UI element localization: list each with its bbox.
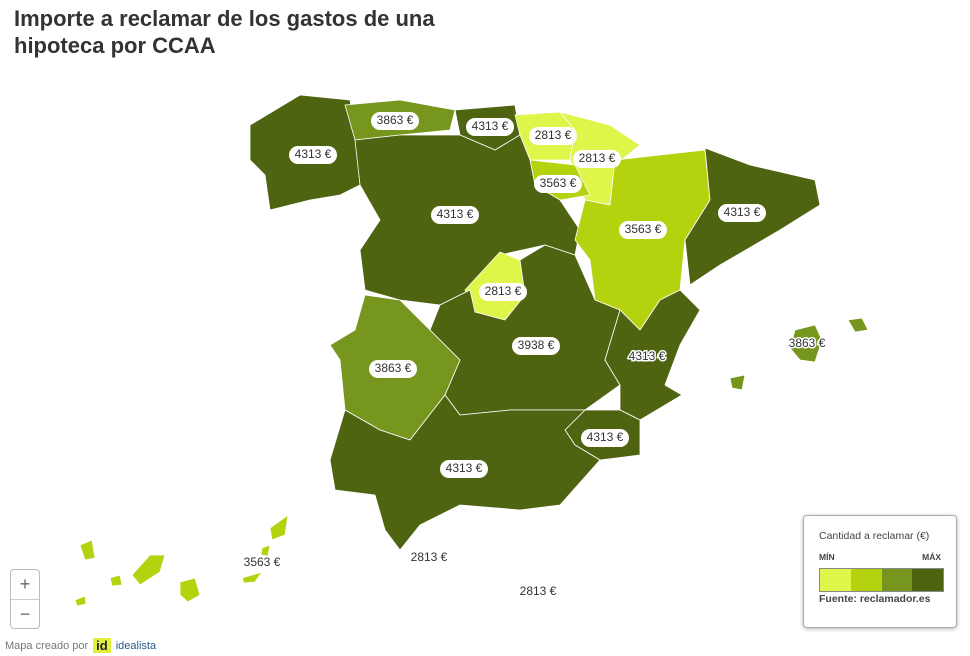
region: [789, 324, 823, 363]
label-bubble: [718, 204, 766, 222]
region: [260, 544, 271, 557]
legend-swatches: [819, 568, 944, 592]
region: [241, 571, 263, 584]
region: [604, 289, 701, 421]
region: [179, 577, 201, 603]
region: [847, 317, 869, 333]
region-label: 3563 €: [540, 176, 577, 190]
label-bubble: [371, 112, 419, 130]
legend-max: MÁX: [922, 552, 941, 562]
legend-min: MÍN: [819, 552, 835, 562]
legend-source: Fuente: reclamador.es: [819, 593, 931, 605]
label-bubble: [479, 283, 527, 301]
title: Importe a reclamar de los gastos de una …: [14, 6, 435, 58]
brand[interactable]: idealista: [115, 639, 157, 652]
label-bubble: [512, 337, 560, 355]
region-label: 4313 €: [446, 461, 483, 475]
label-bubble: [466, 118, 514, 136]
region-label: 4313 €: [724, 205, 761, 219]
swatch: [850, 569, 882, 591]
footer: Mapa creado por id idealista: [5, 638, 156, 653]
region-label: 2813 €: [520, 584, 557, 598]
region-label: 4313 €: [472, 119, 509, 133]
label-bubble: [289, 146, 337, 164]
region-label: 3863 €: [375, 361, 412, 375]
zoom-control: + −: [10, 569, 40, 629]
region-label: 3863 €: [789, 336, 826, 350]
region-label: 2813 €: [485, 284, 522, 298]
region-label: 3863 €: [377, 113, 414, 127]
region-label: 3938 €: [518, 338, 555, 352]
region-label: 4313 €: [437, 207, 474, 221]
label-bubble: [431, 206, 479, 224]
region: [109, 574, 123, 587]
region-label: 2813 €: [411, 550, 448, 564]
logo[interactable]: id: [93, 638, 111, 653]
label-bubble: [440, 460, 488, 478]
label-bubble: [573, 150, 621, 168]
region-label: 2813 €: [535, 128, 572, 142]
region-label: 2813 €: [579, 151, 616, 165]
legend: Cantidad a reclamar (€) MÍN MÁX Fuente: …: [803, 515, 957, 628]
region: [269, 514, 289, 541]
regions: [74, 94, 869, 607]
region: [79, 539, 96, 561]
legend-title: Cantidad a reclamar (€): [819, 530, 930, 542]
label-bubble: [619, 221, 667, 239]
swatch: [820, 569, 851, 591]
region-label: 3563 €: [625, 222, 662, 236]
zoom-in[interactable]: +: [11, 570, 39, 600]
zoom-out[interactable]: −: [19, 604, 31, 624]
region-label: 4313 €: [587, 430, 624, 444]
label-bubble: [529, 127, 577, 145]
credit: Mapa creado por: [5, 639, 89, 652]
region-label: 4313 €: [295, 147, 332, 161]
labels: 4313 €3863 €4313 €2813 €2813 €3563 €4313…: [242, 112, 827, 600]
region-label: 3563 €: [244, 555, 281, 569]
region: [729, 374, 746, 391]
region: [131, 554, 166, 586]
label-bubble: [369, 360, 417, 378]
region-label: 4313 €: [629, 349, 666, 363]
region: [74, 595, 87, 607]
swatch: [912, 569, 943, 591]
swatch: [881, 569, 913, 591]
label-bubble: [581, 429, 629, 447]
label-bubble: [534, 175, 582, 193]
